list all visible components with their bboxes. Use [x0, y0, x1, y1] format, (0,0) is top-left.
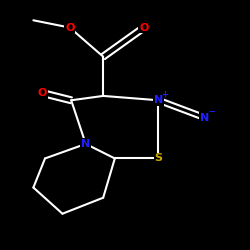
- Text: N: N: [81, 139, 90, 149]
- Text: −: −: [208, 107, 216, 116]
- Text: +: +: [161, 90, 168, 98]
- Text: O: O: [65, 22, 74, 32]
- Text: S: S: [154, 154, 162, 164]
- Text: O: O: [38, 88, 47, 98]
- Text: N: N: [154, 95, 163, 105]
- Text: N: N: [200, 113, 209, 123]
- Text: O: O: [139, 22, 148, 32]
